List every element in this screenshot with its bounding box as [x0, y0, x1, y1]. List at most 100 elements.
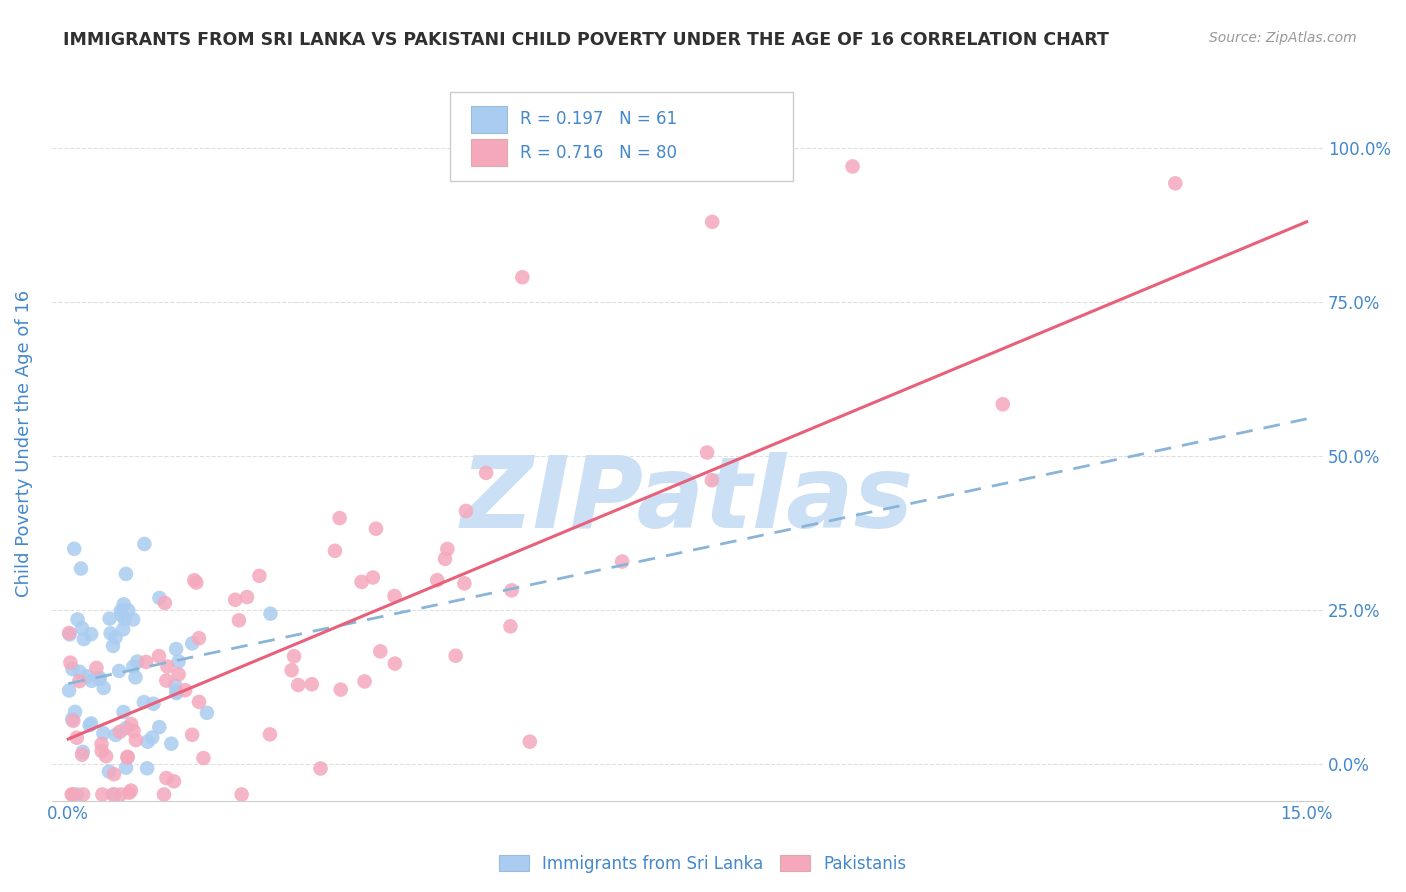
Point [98, 612, 121, 626]
Point [93, 681, 115, 695]
Point [120, 783, 142, 797]
Point [122, 723, 145, 738]
Point [384, 589, 406, 603]
Point [165, 686, 187, 700]
Point [991, 397, 1014, 411]
Point [475, 466, 498, 480]
Point [100, 626, 122, 640]
Point [73, 632, 96, 646]
Point [69, 665, 91, 679]
Point [501, 583, 523, 598]
Point [153, 596, 176, 610]
Point [193, 751, 215, 765]
Text: ZIPatlas: ZIPatlas [461, 452, 914, 549]
Point [118, 786, 141, 800]
Point [499, 619, 522, 633]
Point [301, 677, 323, 691]
Point [841, 160, 863, 174]
Point [174, 683, 197, 698]
Point [283, 649, 305, 664]
Point [80, 627, 103, 641]
Point [228, 613, 250, 627]
Point [167, 667, 190, 681]
Point [454, 504, 477, 518]
Point [112, 597, 135, 611]
Point [309, 762, 332, 776]
Point [97, 764, 120, 779]
Point [519, 734, 541, 748]
Point [436, 541, 458, 556]
Point [188, 695, 211, 709]
Point [108, 664, 131, 678]
Point [236, 590, 259, 604]
Point [122, 659, 145, 673]
Point [696, 445, 718, 459]
Point [89, 672, 111, 686]
Point [181, 728, 204, 742]
Point [103, 767, 125, 781]
Point [66, 612, 89, 626]
Point [117, 749, 139, 764]
Point [125, 733, 148, 747]
Point [165, 642, 187, 657]
Point [329, 511, 352, 525]
Point [70, 621, 93, 635]
Point [58, 683, 80, 698]
Point [155, 771, 177, 785]
Point [155, 673, 177, 688]
Point [104, 631, 127, 645]
Point [90, 744, 112, 758]
Point [90, 737, 112, 751]
Point [115, 721, 138, 735]
Point [66, 788, 89, 802]
Point [72, 788, 94, 802]
Point [132, 695, 155, 709]
Point [165, 679, 187, 693]
Point [93, 726, 115, 740]
Point [142, 697, 165, 711]
Text: R = 0.197   N = 61: R = 0.197 N = 61 [520, 111, 676, 128]
FancyBboxPatch shape [450, 92, 793, 181]
Point [153, 788, 176, 802]
Point [259, 727, 281, 741]
Point [110, 604, 132, 618]
Y-axis label: Child Poverty Under the Age of 16: Child Poverty Under the Age of 16 [15, 290, 32, 597]
Point [62, 662, 84, 676]
Text: Source: ZipAtlas.com: Source: ZipAtlas.com [1209, 31, 1357, 45]
Point [63, 541, 86, 556]
Point [610, 555, 633, 569]
FancyBboxPatch shape [471, 105, 508, 133]
Point [167, 655, 190, 669]
Point [66, 731, 89, 745]
Point [108, 724, 131, 739]
Point [79, 718, 101, 732]
Point [512, 270, 534, 285]
Point [370, 644, 392, 658]
Point [62, 714, 84, 728]
Point [134, 537, 156, 551]
Point [280, 663, 302, 677]
Point [124, 670, 146, 684]
Point [62, 788, 84, 802]
Point [148, 591, 170, 605]
Point [70, 561, 93, 575]
Point [186, 575, 208, 590]
Point [135, 655, 157, 669]
Point [361, 570, 384, 584]
Point [434, 551, 457, 566]
Point [115, 566, 138, 581]
Text: R = 0.716   N = 80: R = 0.716 N = 80 [520, 144, 676, 161]
Point [183, 574, 205, 588]
Point [60, 788, 83, 802]
Point [148, 720, 170, 734]
Point [104, 728, 127, 742]
Point [115, 761, 138, 775]
Point [117, 750, 139, 764]
Point [364, 522, 387, 536]
Point [114, 612, 136, 626]
Point [117, 603, 139, 617]
Point [163, 774, 186, 789]
Point [59, 656, 82, 670]
Point [353, 674, 375, 689]
Point [136, 761, 159, 775]
